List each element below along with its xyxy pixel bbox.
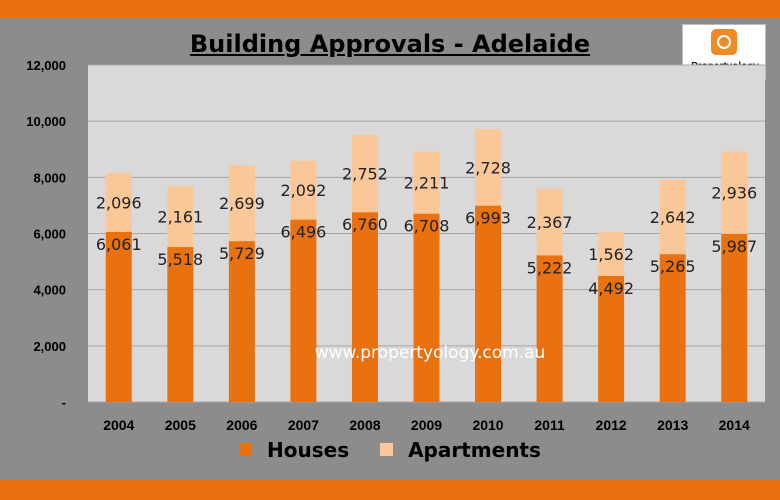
bar-houses-2004 xyxy=(105,231,132,402)
bar-apartments-2005 xyxy=(167,186,194,248)
data-label-houses-2014: 5,987 xyxy=(711,237,757,256)
y-tick-label: 2,000 xyxy=(33,339,66,354)
bar-houses-2009 xyxy=(413,213,440,402)
legend-item-apartments: Apartments xyxy=(380,438,541,462)
bar-apartments-2011 xyxy=(536,188,563,256)
data-label-apartments-2013: 2,642 xyxy=(650,208,696,227)
legend: Houses Apartments xyxy=(0,438,780,462)
bar-apartments-2008 xyxy=(351,134,378,213)
y-tick-label: 4,000 xyxy=(33,283,66,298)
bar-houses-2011 xyxy=(536,255,563,402)
bar-houses-2007 xyxy=(290,219,317,402)
house-logo-icon xyxy=(711,29,737,55)
bar-houses-2014 xyxy=(721,233,748,402)
y-tick-label: 12,000 xyxy=(26,58,66,73)
x-tick-label: 2004 xyxy=(103,417,134,433)
bar-apartments-2004 xyxy=(105,172,132,232)
x-tick-label: 2007 xyxy=(288,417,319,433)
data-label-apartments-2009: 2,211 xyxy=(404,174,450,193)
bar-apartments-2007 xyxy=(290,160,317,220)
legend-swatch-apartments xyxy=(380,443,394,456)
bar-houses-2010 xyxy=(475,205,502,402)
bar-houses-2013 xyxy=(659,254,686,402)
data-label-houses-2009: 6,708 xyxy=(404,217,450,236)
data-label-apartments-2010: 2,728 xyxy=(465,158,511,177)
data-label-apartments-2014: 2,936 xyxy=(711,184,757,203)
data-label-apartments-2012: 1,562 xyxy=(588,245,634,264)
data-label-houses-2013: 5,265 xyxy=(650,257,696,276)
bar-apartments-2010 xyxy=(475,129,502,206)
x-tick-label: 2006 xyxy=(226,417,257,433)
bar-houses-2012 xyxy=(598,275,625,402)
bar-apartments-2006 xyxy=(228,165,255,242)
legend-label-houses: Houses xyxy=(267,438,350,462)
data-label-houses-2012: 4,492 xyxy=(588,279,634,298)
legend-swatch-houses xyxy=(239,443,253,456)
data-label-houses-2010: 6,993 xyxy=(465,209,511,228)
bar-houses-2008 xyxy=(351,212,378,402)
data-label-apartments-2006: 2,699 xyxy=(219,194,265,213)
data-label-apartments-2004: 2,096 xyxy=(96,193,142,212)
bar-houses-2006 xyxy=(228,241,255,402)
bar-houses-2005 xyxy=(167,247,194,402)
legend-label-apartments: Apartments xyxy=(408,438,541,462)
watermark-text: www.propertyology.com.au xyxy=(315,343,546,363)
x-tick-label: 2010 xyxy=(472,417,503,433)
data-label-apartments-2005: 2,161 xyxy=(157,208,203,227)
y-tick-label: - xyxy=(62,395,66,410)
x-tick-label: 2009 xyxy=(411,417,442,433)
x-tick-label: 2014 xyxy=(719,417,750,433)
data-label-houses-2004: 6,061 xyxy=(96,235,142,254)
data-label-apartments-2008: 2,752 xyxy=(342,165,388,184)
legend-item-houses: Houses xyxy=(239,438,349,462)
data-label-apartments-2011: 2,367 xyxy=(527,213,573,232)
y-tick-label: 10,000 xyxy=(26,114,66,129)
bar-apartments-2012 xyxy=(598,231,625,276)
x-tick-label: 2011 xyxy=(534,417,565,433)
x-tick-label: 2012 xyxy=(596,417,627,433)
bar-apartments-2009 xyxy=(413,151,440,214)
data-label-houses-2006: 5,729 xyxy=(219,244,265,263)
data-label-apartments-2007: 2,092 xyxy=(281,181,327,200)
data-label-houses-2005: 5,518 xyxy=(157,250,203,269)
x-tick-label: 2008 xyxy=(349,417,380,433)
x-tick-label: 2013 xyxy=(657,417,688,433)
bar-apartments-2014 xyxy=(721,151,748,234)
y-tick-label: 6,000 xyxy=(33,227,66,242)
chart-title: Building Approvals - Adelaide xyxy=(189,30,591,58)
data-label-houses-2007: 6,496 xyxy=(281,223,327,242)
bar-apartments-2013 xyxy=(659,179,686,255)
y-tick-label: 8,000 xyxy=(33,170,66,185)
data-label-houses-2011: 5,222 xyxy=(527,258,573,277)
x-tick-label: 2005 xyxy=(165,417,196,433)
data-label-houses-2008: 6,760 xyxy=(342,215,388,234)
